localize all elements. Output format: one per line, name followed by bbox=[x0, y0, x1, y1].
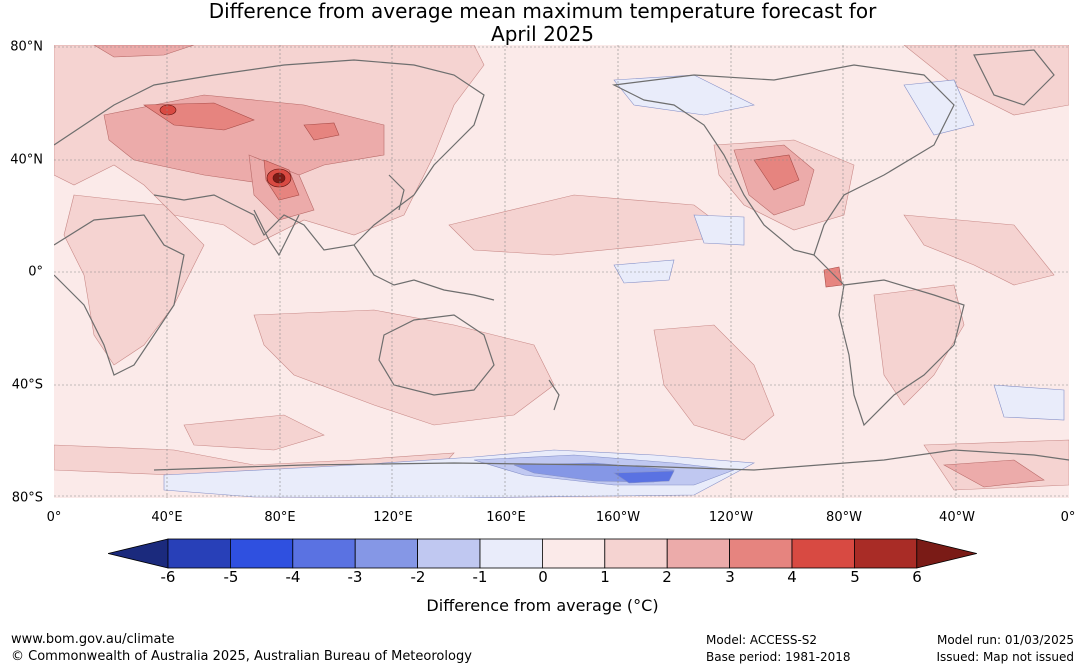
tick-label: 1 bbox=[600, 568, 610, 586]
title-line-1: Difference from average mean maximum tem… bbox=[208, 0, 877, 23]
lat-label-80s: 80°S bbox=[11, 490, 43, 506]
lat-label-40s: 40°S bbox=[11, 377, 43, 393]
tick-label: 0 bbox=[538, 568, 548, 586]
map-title: Difference from average mean maximum tem… bbox=[0, 0, 1085, 46]
issued-status: Issued: Map not issued bbox=[936, 650, 1074, 664]
footer-left: www.bom.gov.au/climate © Commonwealth of… bbox=[11, 631, 472, 665]
tick-label: -3 bbox=[347, 568, 363, 586]
tick-label: -4 bbox=[285, 568, 301, 586]
lon-label-80w: 80°W bbox=[826, 510, 862, 525]
tick-label: -5 bbox=[223, 568, 239, 586]
lon-label-120w: 120°W bbox=[708, 510, 754, 525]
lon-label-120e: 120°E bbox=[373, 510, 413, 525]
colorbar-segment bbox=[417, 538, 481, 569]
tick-label: -6 bbox=[160, 568, 176, 586]
colorbar bbox=[108, 538, 977, 569]
footer-model-info: Model: ACCESS-S2 Base period: 1981-2018 bbox=[706, 632, 851, 666]
copyright-text: © Commonwealth of Australia 2025, Austra… bbox=[11, 649, 472, 664]
tick-label: -2 bbox=[410, 568, 426, 586]
colorbar-segment bbox=[791, 538, 855, 569]
lon-label-40e: 40°E bbox=[151, 510, 183, 525]
tick-label: 6 bbox=[912, 568, 922, 586]
colorbar-segment bbox=[230, 538, 294, 569]
colorbar-segment bbox=[666, 538, 731, 569]
coastlines bbox=[54, 49, 1069, 471]
colorbar-segment bbox=[541, 538, 606, 569]
title-line-2: April 2025 bbox=[491, 22, 594, 46]
tick-label: 2 bbox=[662, 568, 672, 586]
tick-label: 4 bbox=[787, 568, 797, 586]
colorbar-segments bbox=[108, 538, 977, 569]
graticule bbox=[54, 45, 1069, 498]
lon-label-40w: 40°W bbox=[939, 510, 975, 525]
lat-label-40n: 40°N bbox=[10, 152, 43, 168]
colorbar-title: Difference from average (°C) bbox=[426, 596, 659, 615]
colorbar-segment bbox=[479, 538, 543, 569]
tick-label: -1 bbox=[472, 568, 488, 586]
colorbar-segment bbox=[167, 538, 231, 569]
colorbar-extend-low bbox=[108, 538, 169, 569]
lon-label-160w: 160°W bbox=[595, 510, 641, 525]
colorbar-segment bbox=[604, 538, 668, 569]
colorbar-segment bbox=[854, 538, 918, 569]
lon-label-0-left: 0° bbox=[46, 510, 62, 525]
lat-label-equator: 0° bbox=[28, 264, 43, 280]
tick-label: 3 bbox=[725, 568, 735, 586]
lat-label-80n: 80°N bbox=[10, 39, 43, 55]
anomaly-above-5 bbox=[159, 104, 292, 188]
lon-label-160e: 160°E bbox=[486, 510, 526, 525]
model-run: Model run: 01/03/2025 bbox=[936, 633, 1074, 647]
lon-label-80e: 80°E bbox=[264, 510, 296, 525]
footer-run-info: Model run: 01/03/2025 Issued: Map not is… bbox=[936, 632, 1074, 666]
website-link[interactable]: www.bom.gov.au/climate bbox=[11, 632, 175, 647]
anomaly-cool bbox=[163, 74, 1065, 498]
colorbar-extend-high bbox=[916, 538, 977, 569]
colorbar-segment bbox=[729, 538, 793, 569]
colorbar-segment bbox=[292, 538, 356, 569]
model-name: Model: ACCESS-S2 bbox=[706, 633, 818, 647]
tick-label: 5 bbox=[850, 568, 860, 586]
base-period: Base period: 1981-2018 bbox=[706, 650, 851, 664]
temperature-anomaly-map bbox=[54, 45, 1069, 498]
lon-label-0-right: 0° bbox=[1060, 510, 1076, 525]
colorbar-segment bbox=[354, 538, 418, 569]
